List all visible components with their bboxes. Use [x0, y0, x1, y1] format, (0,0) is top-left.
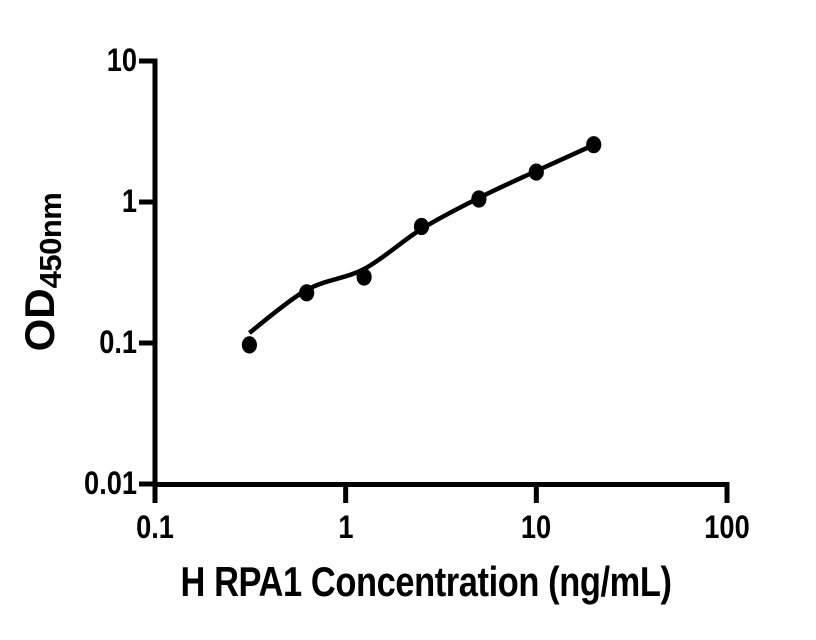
x-axis-title: H RPA1 Concentration (ng/mL) [180, 558, 672, 605]
data-point-marker [299, 284, 315, 302]
y-tick-label-10: 10 [106, 42, 137, 78]
x-tick-label-100: 100 [704, 509, 750, 545]
y-tick-label-1: 1 [121, 183, 137, 219]
data-point-marker [241, 336, 257, 354]
y-tick-label-01: 0.1 [99, 324, 137, 360]
y-tick-label-001: 0.01 [84, 465, 137, 501]
x-tick-label-10: 10 [520, 509, 552, 545]
data-point-marker [471, 190, 487, 208]
data-point-marker [528, 163, 544, 181]
data-point-marker [356, 268, 372, 286]
x-tick-label-01: 0.1 [136, 509, 174, 545]
data-point-marker [413, 217, 430, 236]
data-point-marker [586, 136, 602, 154]
x-tick-label-1: 1 [338, 509, 354, 545]
